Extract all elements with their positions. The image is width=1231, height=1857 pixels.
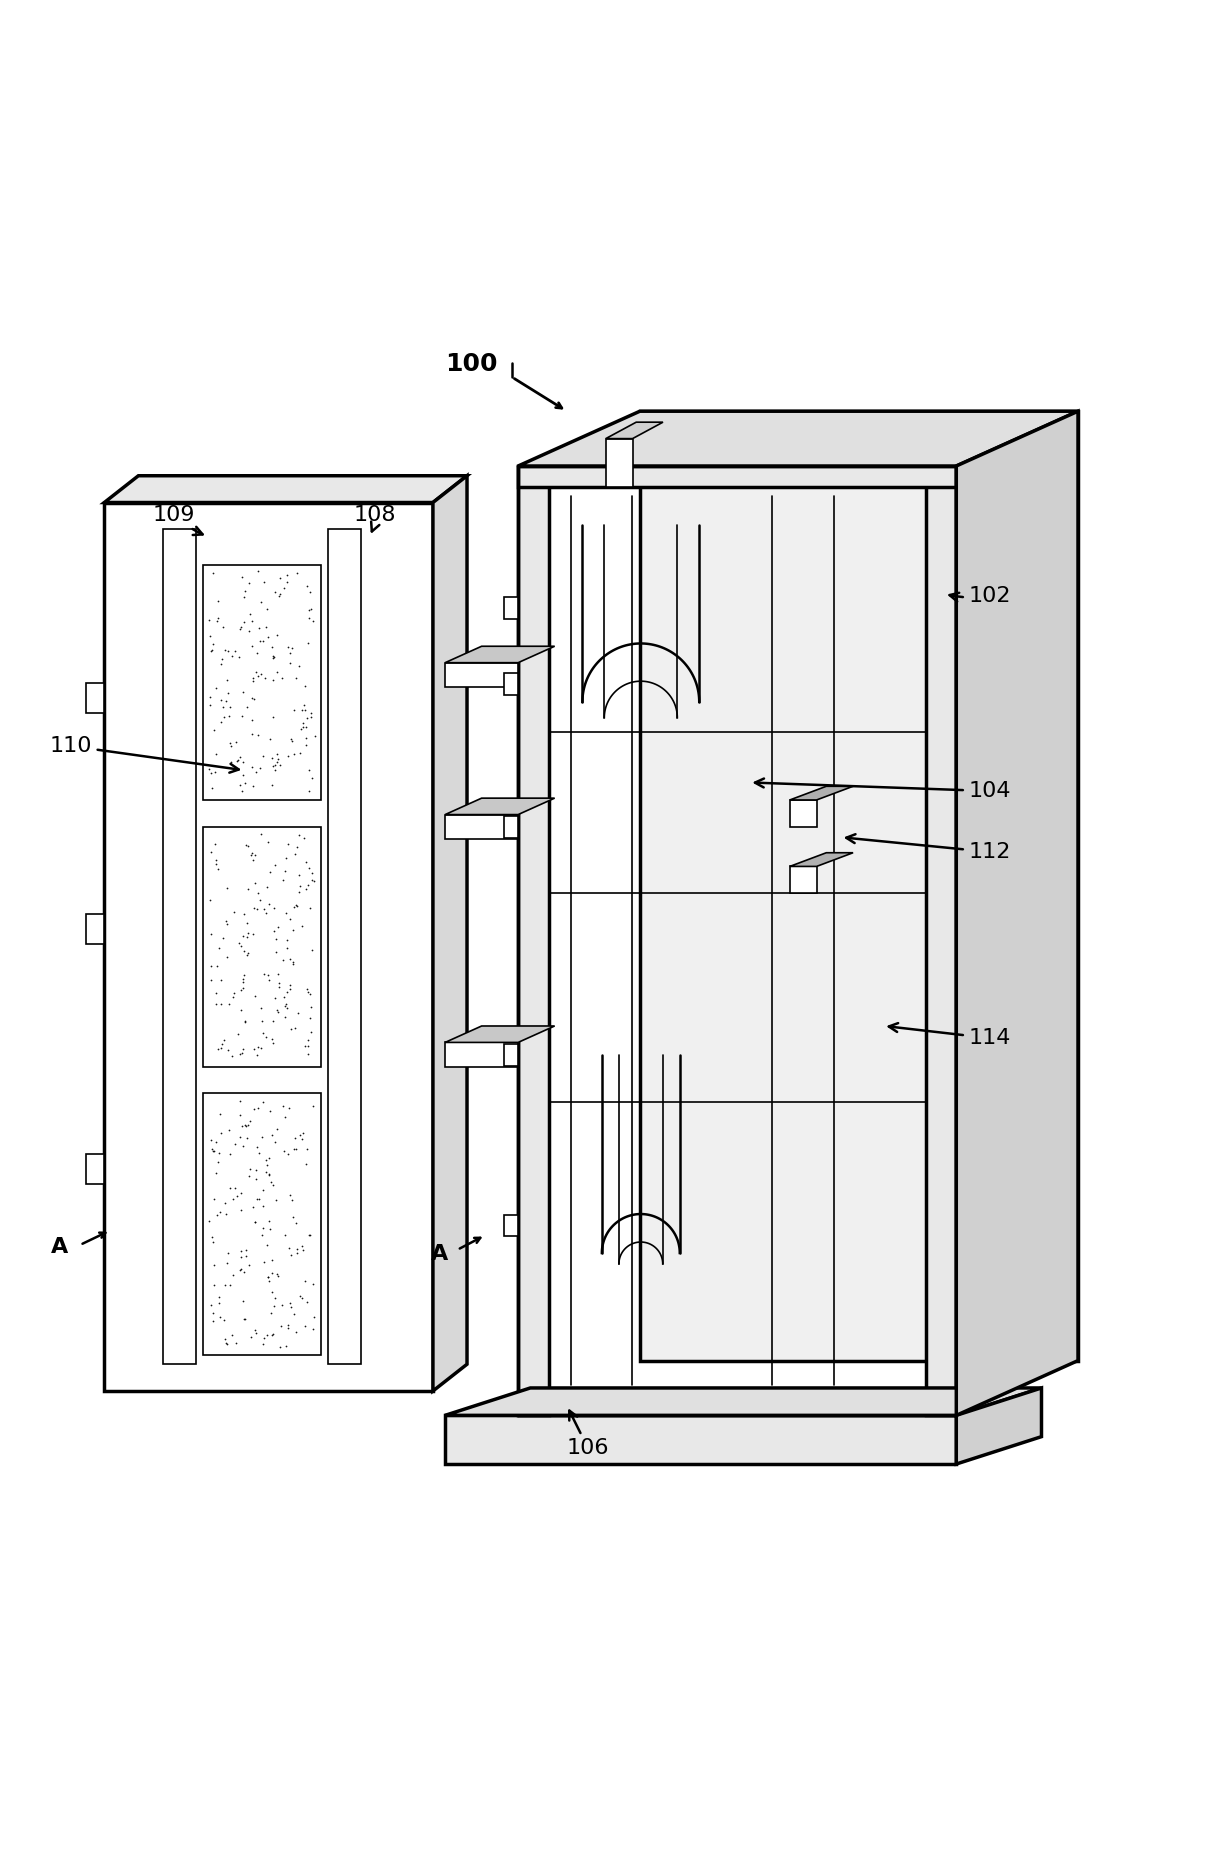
Polygon shape: [203, 826, 321, 1066]
Polygon shape: [503, 815, 518, 838]
Polygon shape: [446, 1025, 555, 1042]
Polygon shape: [518, 466, 956, 487]
Polygon shape: [105, 475, 467, 503]
Polygon shape: [327, 529, 361, 1365]
Polygon shape: [956, 1387, 1041, 1463]
Polygon shape: [164, 529, 196, 1365]
Polygon shape: [640, 410, 1078, 1361]
Text: 104: 104: [755, 778, 1011, 800]
Text: 108: 108: [353, 505, 396, 531]
Polygon shape: [926, 466, 956, 1415]
Polygon shape: [518, 410, 1078, 466]
Polygon shape: [503, 1044, 518, 1066]
Polygon shape: [433, 475, 467, 1391]
Text: 109: 109: [153, 505, 203, 535]
Polygon shape: [446, 1042, 518, 1066]
Polygon shape: [203, 565, 321, 800]
Polygon shape: [790, 800, 816, 826]
Text: 110: 110: [49, 735, 239, 773]
Polygon shape: [606, 438, 633, 487]
Polygon shape: [446, 1387, 1041, 1415]
Polygon shape: [203, 1094, 321, 1356]
Text: A: A: [431, 1244, 448, 1263]
Polygon shape: [503, 674, 518, 695]
Polygon shape: [518, 1395, 956, 1415]
Polygon shape: [86, 1153, 105, 1185]
Polygon shape: [790, 867, 816, 893]
Polygon shape: [446, 663, 518, 687]
Polygon shape: [956, 410, 1078, 1415]
Polygon shape: [446, 815, 518, 839]
Polygon shape: [446, 799, 555, 815]
Polygon shape: [503, 598, 518, 620]
Text: 114: 114: [889, 1023, 1011, 1047]
Polygon shape: [503, 1214, 518, 1237]
Text: 102: 102: [949, 587, 1011, 607]
Polygon shape: [790, 786, 853, 800]
Text: A: A: [50, 1237, 68, 1257]
Polygon shape: [446, 646, 555, 663]
Text: 100: 100: [446, 353, 497, 377]
Text: 106: 106: [566, 1411, 609, 1458]
Polygon shape: [105, 503, 433, 1391]
Polygon shape: [790, 852, 853, 867]
Polygon shape: [446, 1415, 956, 1463]
Text: 112: 112: [846, 834, 1011, 862]
Polygon shape: [518, 466, 549, 1415]
Polygon shape: [86, 914, 105, 943]
Polygon shape: [606, 422, 664, 438]
Polygon shape: [86, 683, 105, 713]
